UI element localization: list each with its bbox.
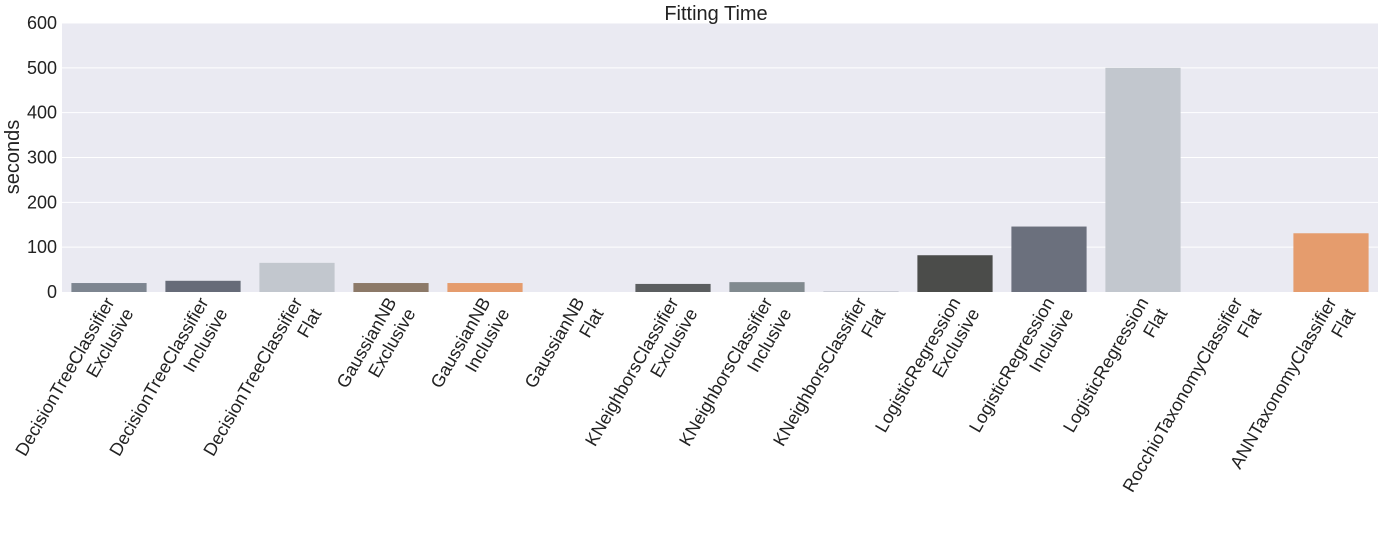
x-tick-label-line: DecisionTreeClassifier — [11, 294, 118, 459]
y-tick-label: 100 — [27, 237, 57, 257]
y-tick-label: 0 — [47, 282, 57, 302]
bar — [259, 262, 335, 292]
x-tick-label: GaussianNBFlat — [521, 294, 608, 403]
y-axis-label: seconds — [2, 120, 24, 195]
bar — [917, 255, 993, 292]
bar — [823, 291, 899, 292]
x-tick-labels: DecisionTreeClassifierExclusiveDecisionT… — [11, 294, 1359, 506]
y-tick-labels: 0 100 200 300 400 500 600 — [27, 13, 57, 302]
bar — [1105, 67, 1181, 292]
gridlines — [62, 22, 1378, 248]
bar — [353, 283, 429, 292]
y-tick-label: 300 — [27, 148, 57, 168]
chart-title: Fitting Time — [664, 3, 767, 25]
y-tick-label: 600 — [27, 13, 57, 33]
bar — [71, 283, 147, 292]
x-tick-label: GaussianNBInclusive — [427, 294, 514, 403]
bar — [447, 283, 523, 292]
y-tick-label: 500 — [27, 58, 57, 78]
y-tick-label: 400 — [27, 103, 57, 123]
bar — [165, 280, 241, 292]
bar — [1011, 226, 1087, 292]
bar — [635, 283, 711, 292]
bars — [71, 67, 1369, 292]
x-tick-label: RocchioTaxonomyClassifierFlat — [1119, 294, 1266, 506]
x-tick-label-line: GaussianNB — [521, 294, 589, 392]
x-tick-label: GaussianNBExclusive — [333, 294, 420, 403]
bar — [1293, 233, 1369, 292]
bar — [729, 282, 805, 292]
y-tick-label: 200 — [27, 192, 57, 212]
